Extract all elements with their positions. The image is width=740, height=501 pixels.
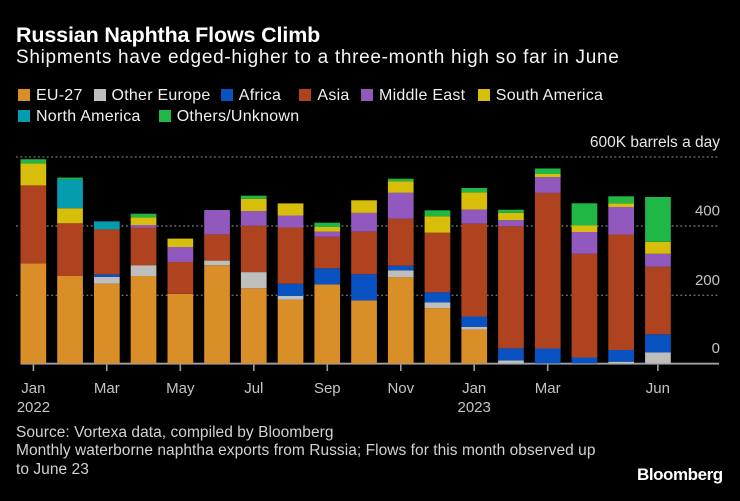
svg-text:May: May xyxy=(166,380,195,397)
svg-text:Jan: Jan xyxy=(21,380,45,397)
svg-text:Jan: Jan xyxy=(462,380,486,397)
svg-text:Jul: Jul xyxy=(244,380,263,397)
svg-text:Nov: Nov xyxy=(387,380,414,397)
svg-text:2022: 2022 xyxy=(17,399,50,416)
svg-text:600K barrels a day: 600K barrels a day xyxy=(590,134,720,151)
svg-text:200: 200 xyxy=(695,272,720,289)
svg-text:Sep: Sep xyxy=(314,380,341,397)
svg-text:400: 400 xyxy=(695,203,720,220)
svg-text:Jun: Jun xyxy=(646,380,670,397)
svg-text:Mar: Mar xyxy=(94,380,120,397)
svg-text:0: 0 xyxy=(712,340,720,357)
svg-text:Mar: Mar xyxy=(535,380,561,397)
svg-text:2023: 2023 xyxy=(458,399,491,416)
